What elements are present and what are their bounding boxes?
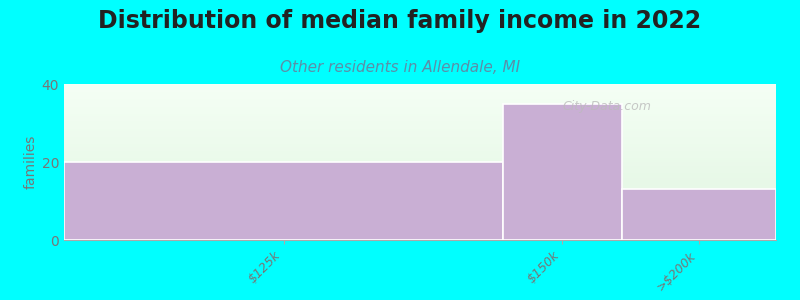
Bar bbox=[503, 103, 622, 240]
Text: Distribution of median family income in 2022: Distribution of median family income in … bbox=[98, 9, 702, 33]
Bar bbox=[64, 162, 503, 240]
Bar bbox=[622, 189, 776, 240]
Y-axis label: families: families bbox=[23, 135, 38, 189]
Text: Other residents in Allendale, MI: Other residents in Allendale, MI bbox=[280, 60, 520, 75]
Text: City-Data.com: City-Data.com bbox=[562, 100, 651, 112]
